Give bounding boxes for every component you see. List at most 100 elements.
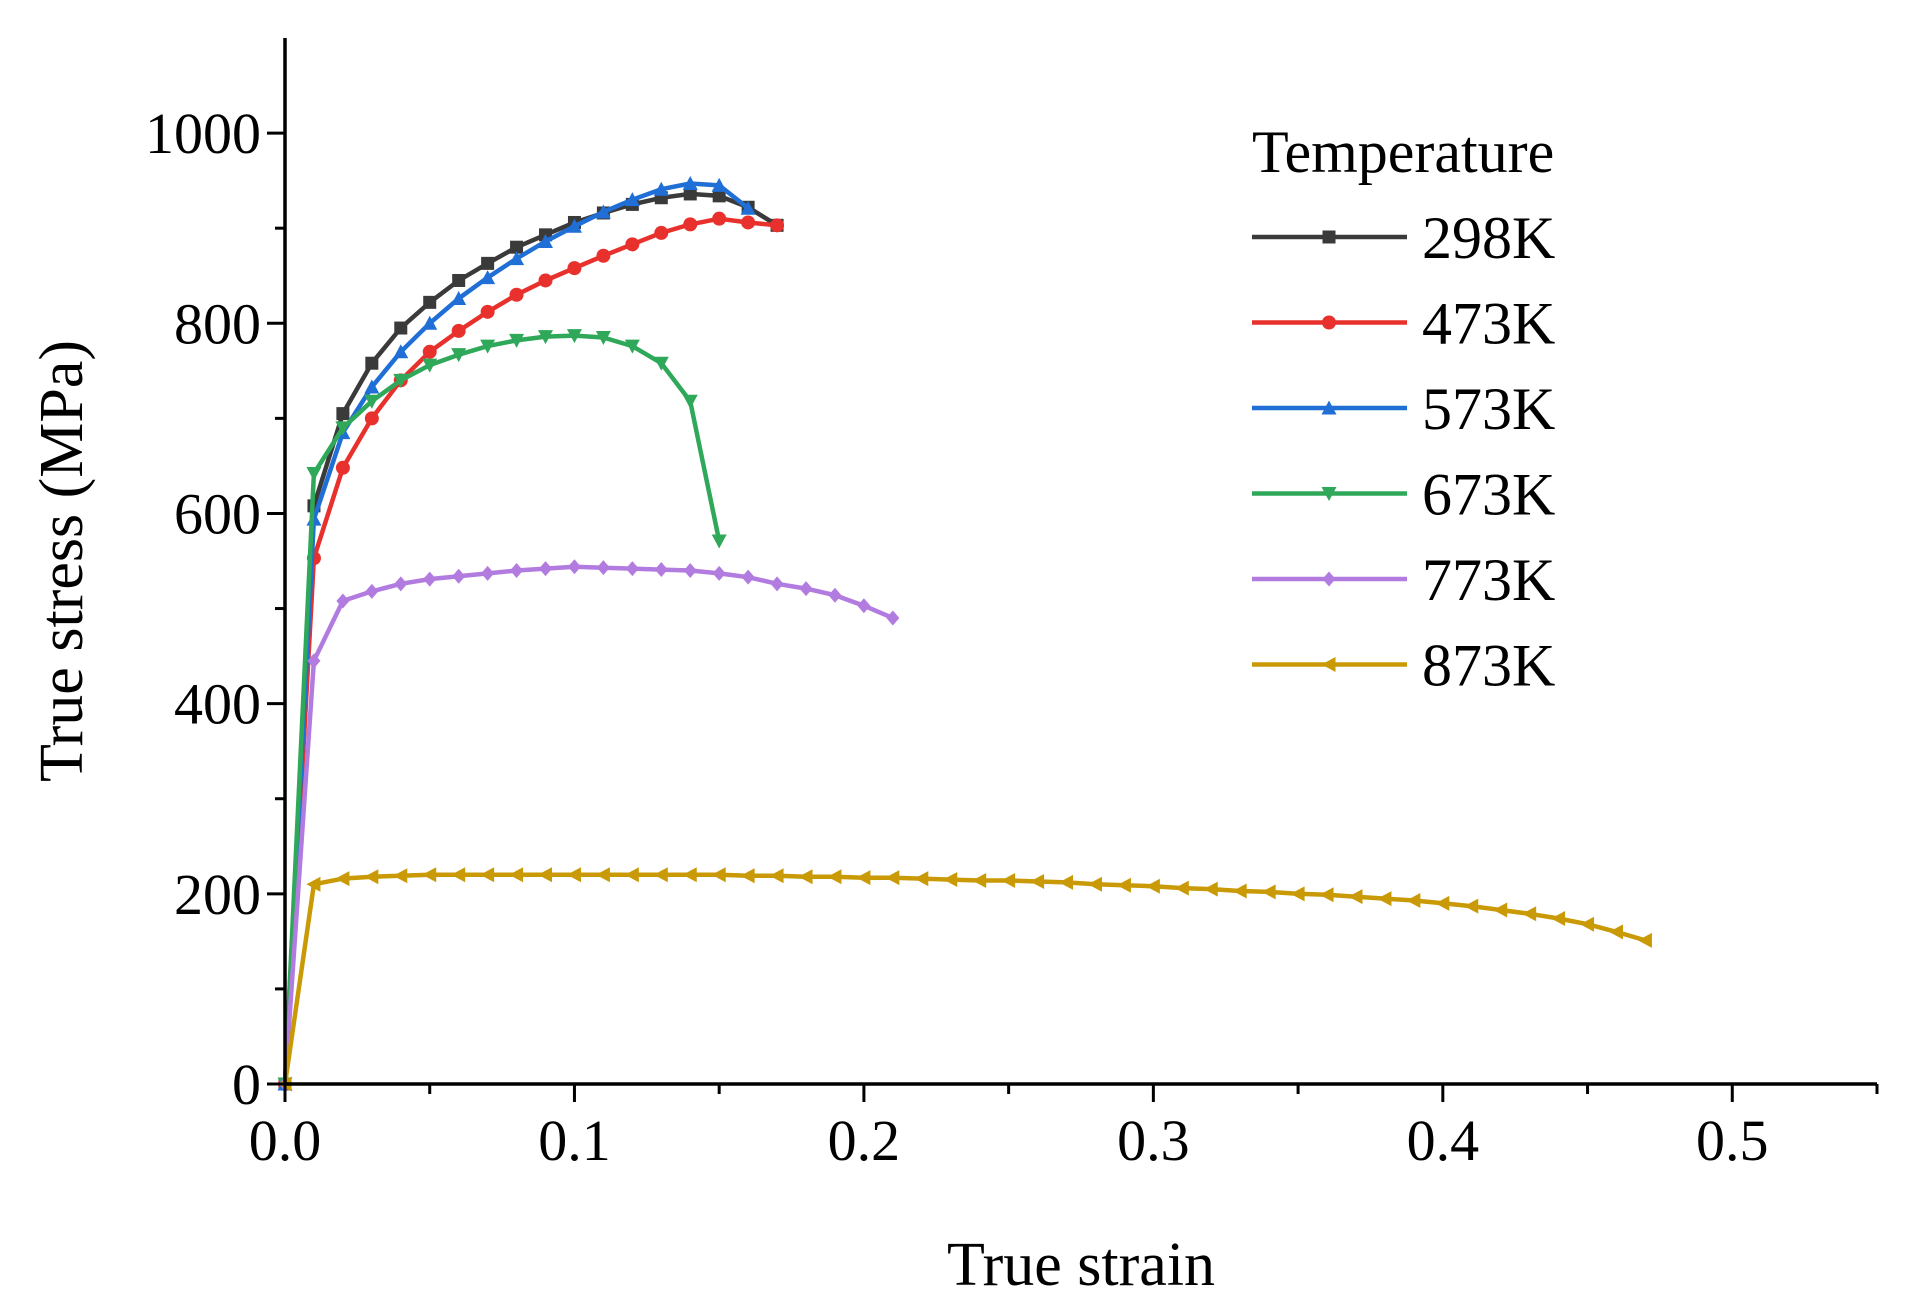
data-point: [885, 870, 900, 886]
data-point: [480, 867, 495, 883]
data-point: [770, 576, 784, 592]
data-point: [1377, 891, 1392, 907]
legend: Temperature 298K 473K 573K 673K 773K 873K: [1252, 119, 1555, 699]
data-point: [1087, 876, 1102, 892]
series-673K: [277, 329, 727, 1092]
data-point: [943, 872, 958, 888]
data-point: [1059, 874, 1074, 890]
data-point: [625, 561, 639, 577]
data-point: [538, 233, 554, 248]
data-point: [624, 339, 640, 354]
legend-label: 573K: [1422, 376, 1555, 442]
data-point: [595, 867, 610, 883]
data-point: [365, 583, 379, 599]
data-point: [596, 248, 611, 263]
data-point: [1551, 911, 1566, 927]
data-point: [654, 225, 669, 240]
data-point: [595, 204, 611, 219]
data-point: [451, 348, 467, 363]
series-layer: [277, 175, 1652, 1092]
data-point: [654, 562, 668, 578]
data-point: [653, 181, 669, 196]
legend-label: 773K: [1422, 547, 1555, 613]
data-point: [567, 559, 581, 575]
data-point: [827, 869, 842, 885]
legend-item: 673K: [1252, 462, 1555, 528]
data-point: [336, 593, 350, 609]
legend-label: 873K: [1422, 633, 1555, 699]
y-axis-title: True stress (MPa): [28, 340, 96, 782]
data-point: [1637, 932, 1652, 948]
data-point: [1580, 916, 1595, 932]
axes-layer: [283, 38, 1877, 1086]
data-point: [509, 251, 525, 266]
data-point: [452, 568, 466, 584]
data-point: [740, 200, 756, 215]
data-point: [510, 563, 524, 579]
data-point: [394, 576, 408, 592]
y-tick-label: 600: [174, 481, 261, 546]
data-point: [1319, 887, 1334, 903]
data-point: [1608, 924, 1623, 940]
data-point: [422, 315, 438, 330]
legend-label: 473K: [1422, 291, 1555, 357]
legend-label: 673K: [1422, 462, 1555, 528]
data-point: [480, 339, 496, 354]
x-tick-label: 0.4: [1407, 1108, 1480, 1173]
x-tick-label: 0.0: [249, 1108, 322, 1173]
data-point: [364, 411, 379, 426]
data-point: [856, 870, 871, 886]
data-point: [481, 256, 495, 270]
legend-marker: [1322, 315, 1336, 330]
data-point: [538, 867, 553, 883]
data-point: [741, 569, 755, 585]
data-point: [1030, 873, 1045, 889]
data-point: [711, 534, 727, 549]
series-873K: [277, 867, 1652, 1092]
data-point: [769, 868, 784, 884]
x-tick-label: 0.5: [1696, 1108, 1769, 1173]
data-point: [596, 560, 610, 576]
legend-marker: [1322, 571, 1336, 587]
legend-item: 573K: [1252, 376, 1555, 442]
data-point: [393, 868, 408, 884]
data-point: [624, 192, 640, 207]
data-point: [509, 287, 524, 302]
data-point: [451, 323, 466, 338]
legend-item: 773K: [1252, 547, 1555, 613]
data-point: [712, 565, 726, 581]
data-point: [770, 218, 785, 233]
data-point: [481, 565, 495, 581]
legend-item: 473K: [1252, 291, 1555, 357]
data-point: [364, 394, 380, 409]
data-point: [712, 189, 726, 203]
data-point: [1203, 881, 1218, 897]
data-point: [972, 873, 987, 889]
x-tick-label: 0.3: [1117, 1108, 1190, 1173]
data-point: [798, 869, 813, 885]
data-point: [566, 329, 582, 344]
data-point: [1174, 880, 1189, 896]
data-point: [451, 291, 467, 306]
data-point: [740, 868, 755, 884]
legend-marker: [1321, 657, 1336, 672]
data-point: [306, 876, 321, 892]
data-point: [423, 571, 437, 587]
data-point: [1348, 889, 1363, 905]
data-point: [335, 871, 350, 887]
data-point: [423, 295, 437, 309]
data-point: [422, 344, 437, 359]
series-line: [282, 333, 722, 1085]
data-point: [422, 867, 437, 883]
data-point: [307, 653, 321, 669]
data-point: [335, 460, 350, 475]
data-point: [538, 330, 554, 345]
x-tick-label: 0.1: [538, 1108, 611, 1173]
y-tick-label: 200: [174, 862, 261, 927]
series-line: [282, 216, 778, 1085]
legend-marker: [1321, 487, 1337, 501]
data-point: [1116, 877, 1131, 893]
data-point: [422, 358, 438, 373]
data-point: [711, 867, 726, 883]
